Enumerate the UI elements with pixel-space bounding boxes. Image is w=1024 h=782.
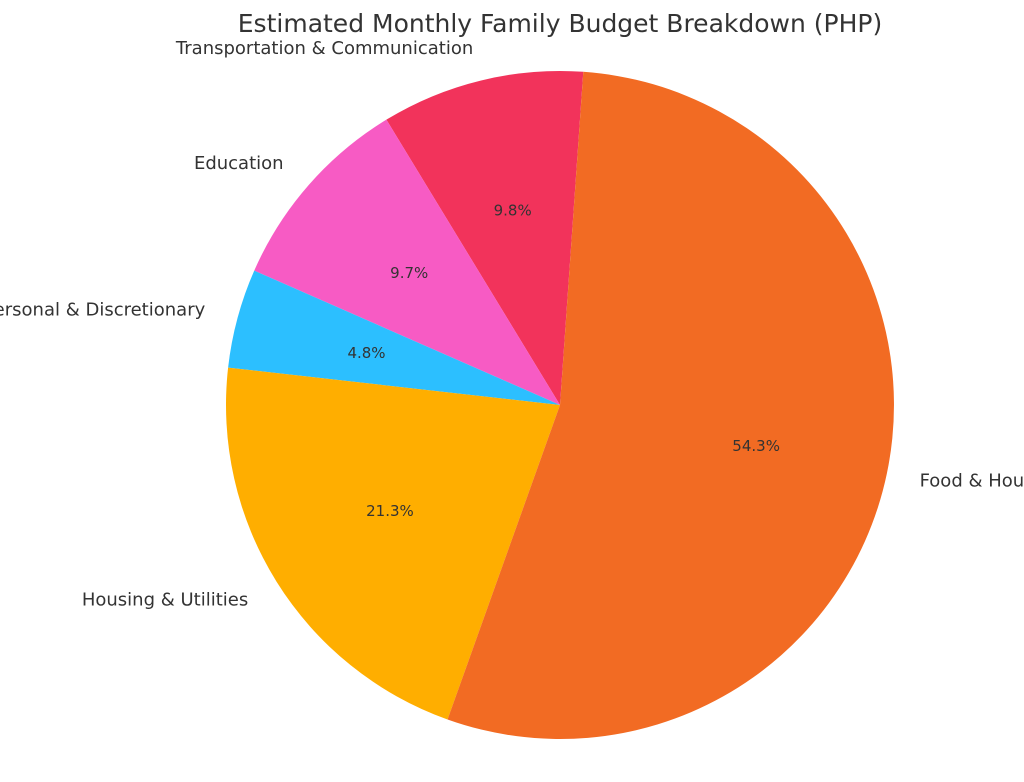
pie-slice-housing-and-utilities <box>225 367 560 720</box>
pie-slice-transportation-and-communication <box>386 70 584 405</box>
slice-label-personal-and-discretionary: Personal & Discretionary <box>0 299 206 320</box>
slice-label-housing-and-utilities: Housing & Utilities <box>82 589 248 610</box>
slice-percent-food-and-household: 54.3% <box>732 437 780 455</box>
slice-percent-housing-and-utilities: 21.3% <box>366 502 414 520</box>
slices-layer <box>225 70 894 739</box>
pie-slice-education <box>254 119 561 405</box>
slice-label-education: Education <box>194 153 284 174</box>
chart-title: Estimated Monthly Family Budget Breakdow… <box>238 9 882 38</box>
pie-slice-food-and-household <box>447 71 894 739</box>
slice-percent-transportation-and-communication: 9.8% <box>494 201 532 219</box>
slice-percent-personal-and-discretionary: 4.8% <box>347 344 385 362</box>
labels-layer: Transportation & Communication 9.8% Educat… <box>0 38 1024 610</box>
pie-slice-personal-and-discretionary <box>228 270 560 405</box>
slice-percent-education: 9.7% <box>390 264 428 282</box>
slice-label-transportation-and-communication: Transportation & Communication <box>175 38 473 59</box>
slice-label-food-and-household: Food & Household <box>920 470 1024 491</box>
